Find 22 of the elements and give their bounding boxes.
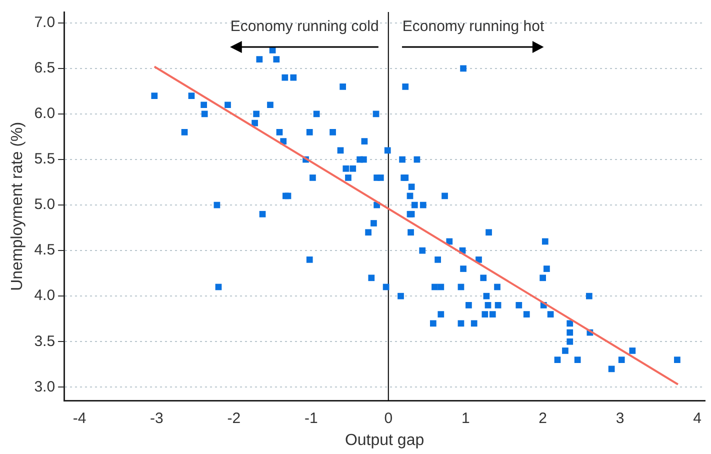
y-tick-label: 4.5 [34,242,56,259]
x-tick-label: 2 [538,410,548,427]
x-tick-label: 0 [384,410,393,427]
x-tick-label: -2 [227,410,241,427]
annotation: Economy running hot [402,18,544,35]
x-tick-label: -1 [304,410,318,427]
y-axis-title: Unemployment rate (%) [9,122,26,291]
y-tick-label: 6.0 [34,105,56,122]
x-axis-title: Output gap [344,432,424,449]
x-tick-label: -4 [72,410,86,427]
y-tick-label: 3.5 [34,332,56,350]
y-tick-label: 6.5 [34,60,56,77]
y-tick-label: 4.0 [34,287,56,304]
x-tick-label: -3 [150,410,164,427]
x-tick-label: 4 [693,410,702,427]
x-tick-label: 1 [461,410,470,427]
y-tick-label: 5.5 [34,150,56,168]
y-tick-label: 3.0 [34,378,56,396]
y-tick-label: 7.0 [34,14,56,32]
annotation: Economy running cold [230,18,379,35]
x-tick-label: 3 [616,410,624,427]
y-tick-label: 5.0 [34,196,56,214]
